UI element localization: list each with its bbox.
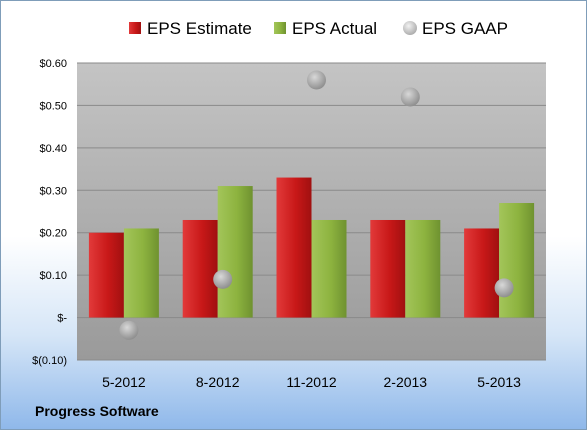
y-tick-label: $0.40 xyxy=(39,143,67,155)
y-tick-label: $- xyxy=(57,313,67,325)
gaap-point xyxy=(307,70,326,90)
gaap-point xyxy=(213,269,233,289)
bar-eps-actual xyxy=(311,219,347,318)
bar-eps-estimate xyxy=(370,219,406,318)
gaap-point xyxy=(494,278,514,298)
legend-label: EPS GAAP xyxy=(422,19,508,38)
y-axis: $0.60 $0.50 $0.40 $0.30 $0.20 $0.10 $- $(0.10) xyxy=(32,58,67,367)
x-tick-label: 8-2012 xyxy=(196,374,240,390)
bar-eps-actual xyxy=(217,186,253,318)
legend-label: EPS Estimate xyxy=(147,19,252,38)
y-tick-label: $0.20 xyxy=(39,228,67,240)
bar-eps-actual xyxy=(499,203,535,318)
gaap-points xyxy=(119,70,514,340)
gaap-point xyxy=(400,87,420,107)
x-tick-label: 11-2012 xyxy=(286,374,337,390)
company-name: Progress Software xyxy=(35,403,159,419)
x-tick-label: 2-2013 xyxy=(384,374,428,390)
x-tick-label: 5-2012 xyxy=(102,374,146,390)
bar-eps-actual xyxy=(405,219,441,318)
bar-eps-estimate xyxy=(182,219,218,318)
bar-eps-estimate xyxy=(88,232,124,318)
gaap-point xyxy=(119,320,139,340)
y-tick-label: $0.50 xyxy=(39,100,67,112)
bar-series xyxy=(88,177,535,318)
legend-swatch xyxy=(129,22,141,34)
bar-eps-actual xyxy=(123,228,159,318)
bar-eps-estimate xyxy=(464,228,500,318)
y-tick-label: $0.10 xyxy=(39,270,67,282)
y-tick-label: $0.30 xyxy=(39,185,67,197)
legend-label: EPS Actual xyxy=(292,19,377,38)
legend-swatch xyxy=(403,21,417,35)
bar-eps-estimate xyxy=(276,177,312,318)
legend: EPS Estimate EPS Actual EPS GAAP xyxy=(129,19,508,38)
y-tick-label: $(0.10) xyxy=(32,355,67,367)
legend-swatch xyxy=(274,22,286,34)
y-tick-label: $0.60 xyxy=(39,58,67,70)
x-tick-label: 5-2013 xyxy=(477,374,521,390)
x-axis: 5-2012 8-2012 11-2012 2-2013 5-2013 xyxy=(102,374,521,390)
